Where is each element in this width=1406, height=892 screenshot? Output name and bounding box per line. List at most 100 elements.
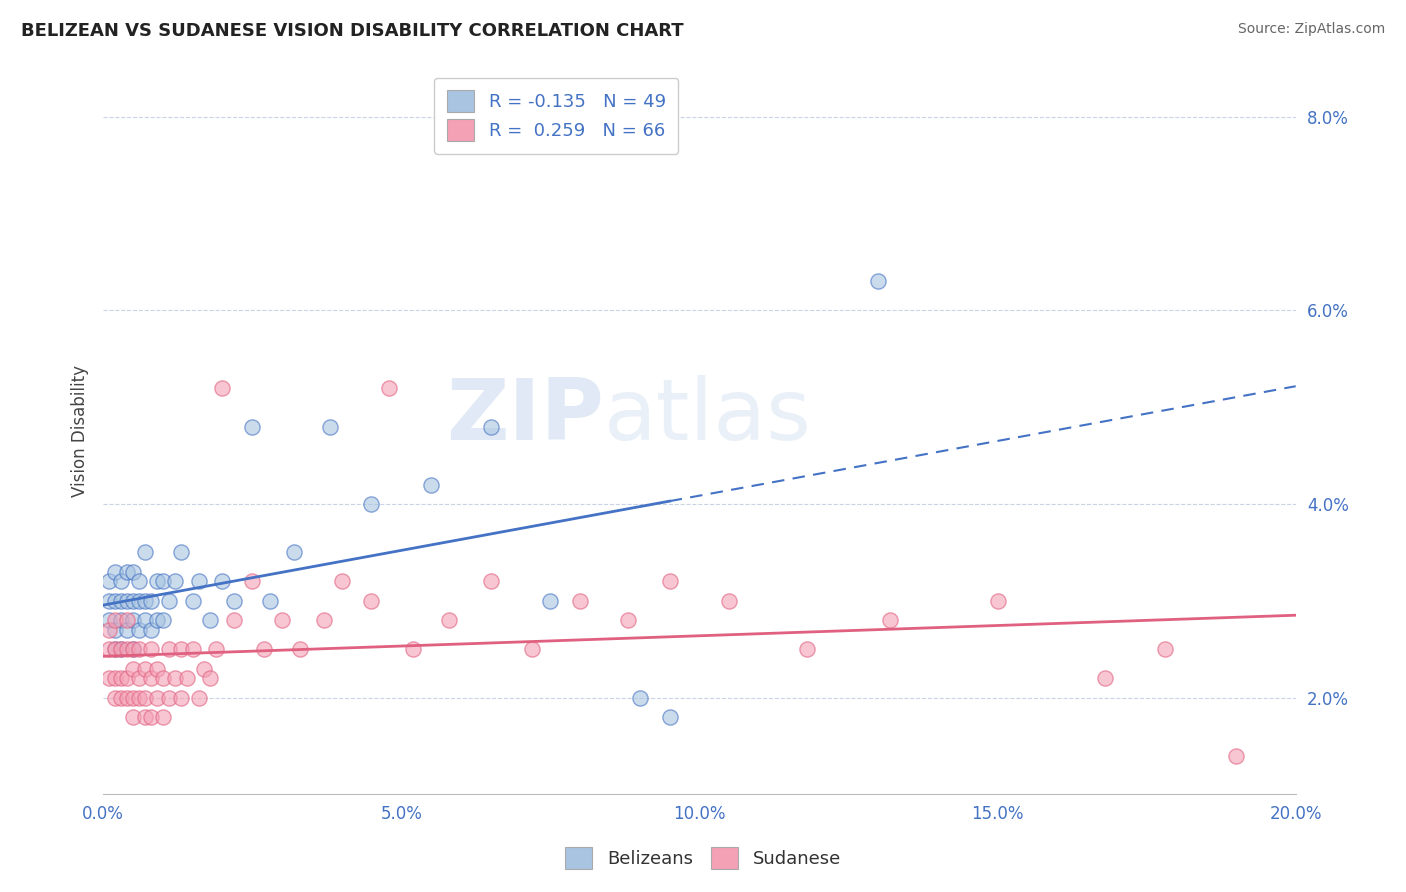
Point — [146, 574, 169, 589]
Point — [157, 690, 180, 705]
Point — [187, 690, 209, 705]
Point — [205, 642, 228, 657]
Point — [134, 662, 156, 676]
Point — [104, 594, 127, 608]
Point — [259, 594, 281, 608]
Point — [187, 574, 209, 589]
Point — [402, 642, 425, 657]
Point — [152, 710, 174, 724]
Point — [271, 613, 294, 627]
Point — [122, 690, 145, 705]
Point — [98, 671, 121, 685]
Point — [193, 662, 215, 676]
Point — [104, 613, 127, 627]
Text: BELIZEAN VS SUDANESE VISION DISABILITY CORRELATION CHART: BELIZEAN VS SUDANESE VISION DISABILITY C… — [21, 22, 683, 40]
Legend: R = -0.135   N = 49, R =  0.259   N = 66: R = -0.135 N = 49, R = 0.259 N = 66 — [434, 78, 678, 154]
Point — [157, 642, 180, 657]
Point — [146, 662, 169, 676]
Point — [122, 662, 145, 676]
Point — [98, 642, 121, 657]
Point — [115, 671, 138, 685]
Point — [163, 671, 186, 685]
Point — [360, 497, 382, 511]
Point — [146, 613, 169, 627]
Point — [115, 565, 138, 579]
Point — [98, 613, 121, 627]
Point — [224, 613, 246, 627]
Point — [122, 613, 145, 627]
Point — [169, 642, 191, 657]
Point — [115, 623, 138, 637]
Point — [139, 623, 162, 637]
Point — [110, 594, 132, 608]
Point — [479, 574, 502, 589]
Point — [110, 690, 132, 705]
Point — [128, 623, 150, 637]
Point — [330, 574, 353, 589]
Point — [169, 545, 191, 559]
Point — [128, 671, 150, 685]
Point — [152, 671, 174, 685]
Point — [122, 642, 145, 657]
Point — [420, 477, 443, 491]
Point — [253, 642, 276, 657]
Point — [115, 613, 138, 627]
Point — [110, 613, 132, 627]
Point — [104, 642, 127, 657]
Point — [110, 671, 132, 685]
Point — [115, 642, 138, 657]
Point — [200, 671, 222, 685]
Point — [479, 419, 502, 434]
Point — [134, 710, 156, 724]
Point — [139, 642, 162, 657]
Point — [98, 574, 121, 589]
Text: atlas: atlas — [605, 376, 813, 458]
Point — [163, 574, 186, 589]
Point — [128, 594, 150, 608]
Point — [157, 594, 180, 608]
Point — [98, 594, 121, 608]
Point — [378, 381, 401, 395]
Point — [139, 710, 162, 724]
Point — [98, 623, 121, 637]
Point — [152, 574, 174, 589]
Point — [139, 594, 162, 608]
Point — [868, 275, 890, 289]
Point — [879, 613, 901, 627]
Point — [122, 594, 145, 608]
Point — [110, 574, 132, 589]
Point — [1225, 748, 1247, 763]
Point — [181, 594, 204, 608]
Point — [146, 690, 169, 705]
Y-axis label: Vision Disability: Vision Disability — [72, 366, 89, 498]
Point — [110, 642, 132, 657]
Point — [240, 574, 263, 589]
Point — [240, 419, 263, 434]
Text: Source: ZipAtlas.com: Source: ZipAtlas.com — [1237, 22, 1385, 37]
Point — [122, 565, 145, 579]
Point — [104, 690, 127, 705]
Point — [1094, 671, 1116, 685]
Legend: Belizeans, Sudanese: Belizeans, Sudanese — [557, 838, 849, 879]
Point — [128, 574, 150, 589]
Point — [169, 690, 191, 705]
Text: ZIP: ZIP — [446, 376, 605, 458]
Point — [628, 690, 651, 705]
Point — [104, 642, 127, 657]
Point — [104, 623, 127, 637]
Point — [200, 613, 222, 627]
Point — [115, 690, 138, 705]
Point — [134, 545, 156, 559]
Point — [796, 642, 818, 657]
Point — [522, 642, 544, 657]
Point — [139, 671, 162, 685]
Point — [283, 545, 305, 559]
Point — [617, 613, 640, 627]
Point — [1153, 642, 1175, 657]
Point — [360, 594, 382, 608]
Point — [104, 565, 127, 579]
Point — [538, 594, 561, 608]
Point — [128, 642, 150, 657]
Point — [181, 642, 204, 657]
Point — [437, 613, 460, 627]
